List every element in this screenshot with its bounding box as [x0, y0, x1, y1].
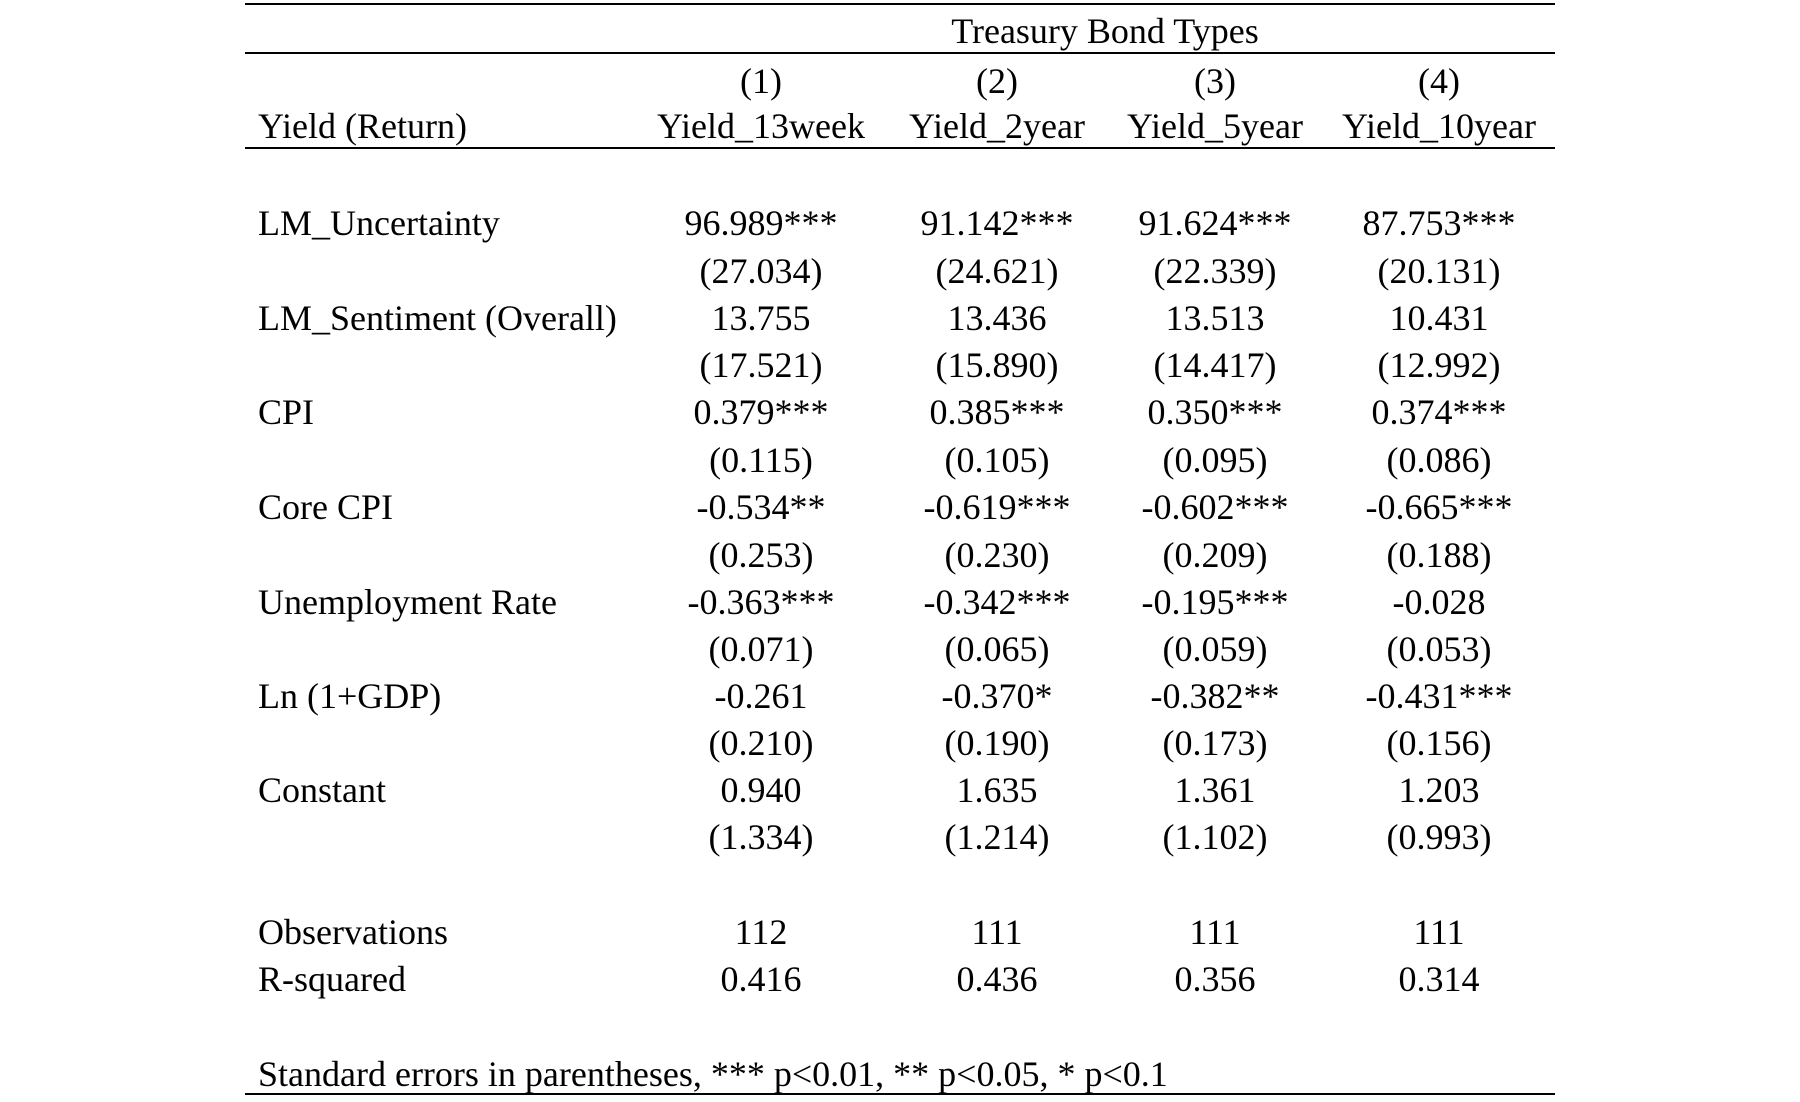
column-number-1: (1)	[740, 61, 782, 101]
se-cell: (1.334)	[708, 817, 814, 857]
row-label-ln-gdp: Ln (1+GDP)	[258, 676, 442, 716]
coef-cell: 13.513	[1165, 298, 1265, 338]
coef-cell: -0.602***	[1141, 487, 1289, 527]
stat-cell: 0.314	[1398, 959, 1480, 999]
coef-cell: -0.370*	[941, 676, 1053, 716]
se-cell: (0.071)	[708, 629, 814, 669]
se-cell: (17.521)	[699, 345, 823, 385]
coef-cell: 1.203	[1398, 770, 1480, 810]
column-number-3: (3)	[1194, 61, 1236, 101]
se-cell: (0.065)	[944, 629, 1050, 669]
coef-cell: -0.363***	[687, 582, 835, 622]
se-cell: (12.992)	[1377, 345, 1501, 385]
se-cell: (15.890)	[935, 345, 1059, 385]
coef-cell: -0.431***	[1365, 676, 1513, 716]
column-header-rule	[245, 147, 1555, 149]
coef-cell: -0.028	[1392, 582, 1486, 622]
stat-cell: 0.436	[956, 959, 1038, 999]
column-name-4: Yield_10year	[1342, 106, 1536, 146]
column-name-2: Yield_2year	[909, 106, 1085, 146]
coef-cell: 0.385***	[929, 392, 1065, 432]
coef-cell: -0.382**	[1150, 676, 1280, 716]
stat-cell: 111	[1413, 912, 1465, 952]
coef-cell: -0.665***	[1365, 487, 1513, 527]
se-cell: (0.115)	[709, 440, 813, 480]
coef-cell: 0.374***	[1371, 392, 1507, 432]
coef-cell: 91.624***	[1138, 203, 1292, 243]
coef-cell: 13.755	[711, 298, 811, 338]
coef-cell: -0.261	[714, 676, 808, 716]
coef-cell: -0.342***	[923, 582, 1071, 622]
row-label-constant: Constant	[258, 770, 387, 810]
se-cell: (0.253)	[708, 535, 814, 575]
se-cell: (0.053)	[1386, 629, 1492, 669]
se-cell: (1.102)	[1162, 817, 1268, 857]
se-cell: (1.214)	[944, 817, 1050, 857]
row-label-cpi: CPI	[258, 392, 315, 432]
coef-cell: -0.534**	[696, 487, 826, 527]
coef-cell: -0.619***	[923, 487, 1071, 527]
se-cell: (0.188)	[1386, 535, 1492, 575]
stat-cell: 111	[971, 912, 1023, 952]
se-cell: (0.156)	[1386, 723, 1492, 763]
coef-cell: 0.350***	[1147, 392, 1283, 432]
stat-cell: 0.416	[720, 959, 802, 999]
spanner-header: Treasury Bond Types	[951, 11, 1259, 51]
stat-cell: 111	[1189, 912, 1241, 952]
coef-cell: 10.431	[1389, 298, 1489, 338]
column-number-2: (2)	[976, 61, 1018, 101]
row-label-lm-uncertainty: LM_Uncertainty	[258, 203, 500, 243]
se-cell: (24.621)	[935, 251, 1059, 291]
coef-cell: 13.436	[947, 298, 1047, 338]
se-cell: (0.210)	[708, 723, 814, 763]
coef-cell: -0.195***	[1141, 582, 1289, 622]
se-cell: (0.059)	[1162, 629, 1268, 669]
column-name-3: Yield_5year	[1127, 106, 1303, 146]
column-number-4: (4)	[1418, 61, 1460, 101]
stat-label-r-squared: R-squared	[258, 959, 406, 999]
row-label-lm-sentiment: LM_Sentiment (Overall)	[258, 298, 617, 338]
coef-cell: 96.989***	[684, 203, 838, 243]
stat-label-observations: Observations	[258, 912, 448, 952]
se-cell: (0.086)	[1386, 440, 1492, 480]
stat-cell: 112	[734, 912, 788, 952]
table-footnote: Standard errors in parentheses, *** p<0.…	[258, 1054, 1168, 1094]
top-rule	[245, 3, 1555, 5]
column-name-1: Yield_13week	[657, 106, 865, 146]
row-label-unemployment-rate: Unemployment Rate	[258, 582, 557, 622]
se-cell: (14.417)	[1153, 345, 1277, 385]
row-label-core-cpi: Core CPI	[258, 487, 393, 527]
se-cell: (20.131)	[1377, 251, 1501, 291]
se-cell: (0.993)	[1386, 817, 1492, 857]
coef-cell: 0.940	[720, 770, 802, 810]
se-cell: (0.230)	[944, 535, 1050, 575]
coef-cell: 91.142***	[920, 203, 1074, 243]
se-cell: (0.105)	[944, 440, 1050, 480]
se-cell: (27.034)	[699, 251, 823, 291]
stat-cell: 0.356	[1174, 959, 1256, 999]
se-cell: (22.339)	[1153, 251, 1277, 291]
stub-header: Yield (Return)	[258, 106, 467, 146]
bottom-rule	[245, 1093, 1555, 1095]
se-cell: (0.173)	[1162, 723, 1268, 763]
coef-cell: 87.753***	[1362, 203, 1516, 243]
se-cell: (0.190)	[944, 723, 1050, 763]
coef-cell: 1.361	[1174, 770, 1256, 810]
header-rule	[245, 52, 1555, 54]
coef-cell: 0.379***	[693, 392, 829, 432]
se-cell: (0.209)	[1162, 535, 1268, 575]
se-cell: (0.095)	[1162, 440, 1268, 480]
coef-cell: 1.635	[956, 770, 1038, 810]
